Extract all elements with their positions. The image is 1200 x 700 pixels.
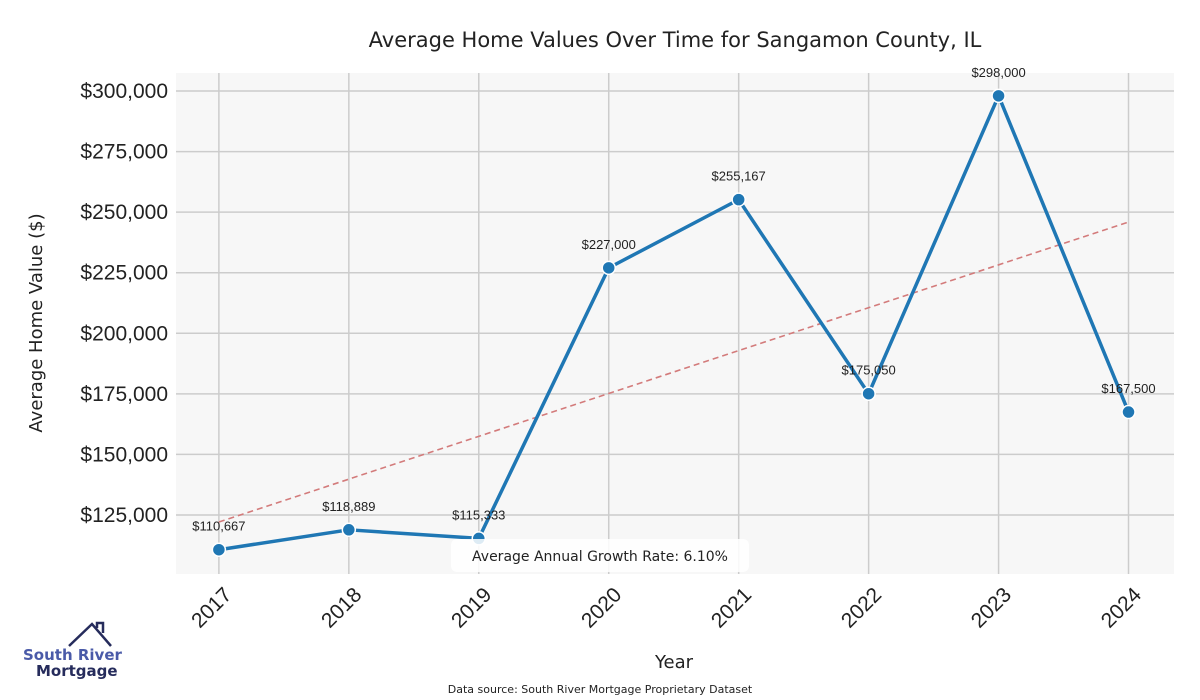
- logo: South River Mortgage: [23, 621, 123, 680]
- data-point: [211, 542, 227, 557]
- y-tick-label: $200,000: [80, 322, 168, 345]
- house-roof-icon: [68, 621, 112, 647]
- data-label: $110,667: [192, 519, 245, 534]
- x-axis-label: Year: [654, 652, 694, 673]
- data-label: $115,333: [452, 507, 505, 522]
- y-tick-label: $250,000: [80, 201, 168, 224]
- y-tick-label: $275,000: [80, 141, 168, 164]
- series-line: [218, 94, 1131, 552]
- x-tick-label: 2021: [707, 583, 756, 632]
- data-point: [601, 260, 616, 276]
- data-point: [1121, 404, 1136, 420]
- data-label: $175,050: [842, 363, 896, 378]
- data-point: [991, 88, 1006, 104]
- x-tick-label: 2018: [317, 583, 366, 632]
- grid: [176, 73, 1174, 574]
- logo-line2: Mortgage: [36, 662, 118, 680]
- x-tick-label: 2024: [1097, 583, 1147, 633]
- x-tick-label: 2019: [447, 583, 496, 632]
- logo-line1: South River: [23, 646, 123, 664]
- y-tick-label: $225,000: [80, 262, 168, 285]
- x-tick-label: 2022: [837, 583, 886, 632]
- x-tick-label: 2017: [187, 583, 236, 632]
- data-label: $255,167: [712, 169, 766, 184]
- growth-rate-text: Average Annual Growth Rate: 6.10%: [472, 549, 728, 565]
- data-label: $118,889: [322, 499, 375, 514]
- x-tick-label: 2020: [577, 583, 626, 632]
- data-label: $227,000: [582, 237, 636, 252]
- y-tick-label: $300,000: [80, 80, 168, 103]
- data-point: [341, 522, 357, 538]
- data-point: [861, 386, 876, 401]
- chart-title: Average Home Values Over Time for Sangam…: [369, 28, 982, 52]
- growth-annotation: Average Annual Growth Rate: 6.10%: [451, 539, 749, 572]
- data-source: Data source: South River Mortgage Propri…: [448, 683, 753, 696]
- x-tick-label: 2023: [967, 583, 1016, 632]
- y-tick-label: $175,000: [80, 383, 168, 406]
- data-label: $167,500: [1101, 381, 1155, 396]
- data-labels: $110,667 $118,889 $115,333 $227,000 $255,167…: [192, 65, 1155, 534]
- y-ticks: $125,000 $150,000 $175,000 $200,000 $225,000…: [80, 80, 168, 527]
- data-label: $298,000: [971, 65, 1025, 80]
- data-point: [731, 192, 746, 207]
- plot-background: [176, 73, 1174, 574]
- y-tick-label: $125,000: [80, 504, 168, 527]
- y-axis-label: Average Home Value ($): [26, 213, 47, 432]
- y-tick-label: $150,000: [80, 443, 168, 466]
- x-ticks: 2017 2018 2019 2020 2021 2022 2023 2024: [187, 583, 1146, 633]
